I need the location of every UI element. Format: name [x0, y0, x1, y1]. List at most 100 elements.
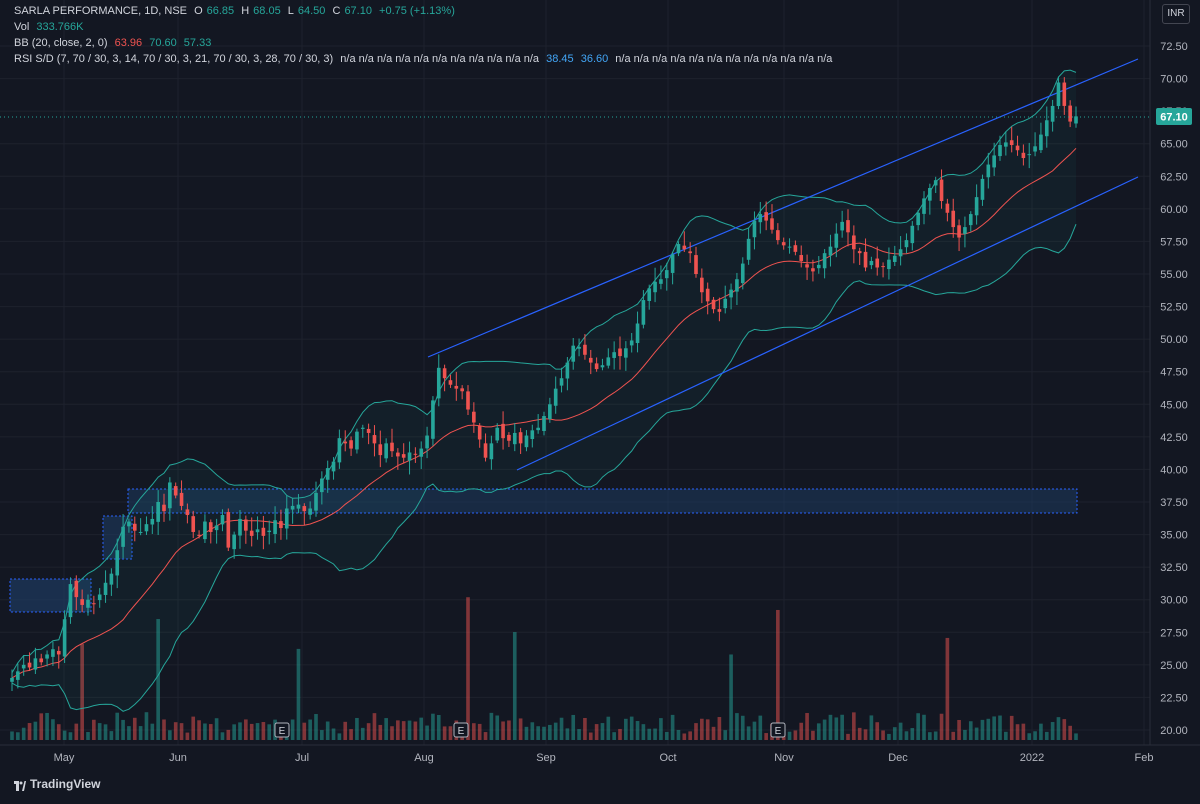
volume-bar [320, 730, 324, 740]
volume-bar [495, 715, 500, 740]
candle-body [968, 214, 973, 226]
y-tick-label: 60.00 [1160, 204, 1188, 216]
volume-bar [846, 733, 850, 740]
volume-bar [372, 713, 377, 740]
x-tick-label: 2022 [1020, 752, 1044, 764]
volume-bar [1050, 722, 1055, 740]
candle-body [1027, 154, 1032, 156]
candle-body [787, 246, 792, 248]
candle-body [150, 518, 155, 525]
candle-body [390, 442, 394, 452]
volume-bar [939, 713, 944, 740]
candle-body [910, 225, 915, 244]
candle-body [156, 502, 160, 522]
change-value: +0.75 (+1.13%) [379, 5, 455, 17]
candle-body [507, 434, 511, 441]
candle-body [144, 524, 149, 532]
volume-bar [752, 721, 757, 740]
volume-bar [723, 730, 728, 740]
volume-bar [466, 597, 470, 740]
candle-body [1062, 82, 1067, 106]
candle-body [16, 671, 20, 680]
candle-body [127, 521, 131, 527]
volume-bar [314, 714, 318, 740]
earnings-marker[interactable] [453, 722, 469, 738]
volume-bar [39, 713, 44, 740]
volume-label[interactable]: Vol [14, 21, 30, 33]
candle-body [1021, 152, 1026, 159]
tradingview-brand[interactable]: TradingView [30, 777, 101, 791]
volume-bar [232, 724, 236, 740]
candle-body [431, 400, 435, 439]
candle-body [226, 512, 231, 548]
rsi-na-before: n/a n/a n/a n/a n/a n/a n/a n/a n/a n/a … [340, 53, 540, 65]
candle-body [857, 251, 862, 254]
x-tick-label: Dec [888, 752, 908, 764]
candle-body [378, 444, 383, 456]
volume-bar [811, 730, 815, 740]
earnings-marker[interactable] [274, 722, 290, 738]
volume-bar [828, 714, 833, 740]
volume-bar [390, 726, 394, 740]
candle-body [512, 432, 517, 445]
candle-body [1050, 105, 1055, 122]
candle-body [583, 344, 587, 355]
bb-label[interactable]: BB (20, close, 2, 0) [14, 37, 108, 49]
volume-bar [1062, 719, 1067, 740]
candle-body [922, 198, 926, 214]
candle-body [51, 649, 55, 657]
candle-body [10, 677, 14, 682]
candle-body [320, 478, 324, 493]
candle-body [846, 220, 850, 233]
channel-upper-line[interactable] [427, 58, 1139, 358]
currency-button[interactable]: INR [1162, 4, 1190, 24]
rsi-label[interactable]: RSI S/D (7, 70 / 30, 3, 14, 70 / 30, 3, … [14, 53, 334, 65]
volume-bar [191, 716, 196, 740]
candle-body [273, 520, 277, 534]
volume-bar [238, 722, 242, 740]
candle-body [705, 288, 710, 302]
volume-bar [694, 723, 698, 740]
volume-bar [530, 722, 535, 740]
time-axis[interactable]: May Jun Jul Aug Sep Oct Nov Dec 2022 Feb [0, 744, 1200, 764]
symbol-name[interactable]: SARLA PERFORMANCE, 1D, NSE [14, 5, 187, 17]
channel-lower-line[interactable] [516, 176, 1139, 471]
candle-body [401, 454, 406, 458]
candle-body [80, 599, 84, 605]
volume-bar [799, 722, 804, 740]
candle-body [460, 388, 464, 392]
candle-body [466, 391, 470, 410]
candle-body [542, 416, 546, 432]
candlesticks [10, 76, 1078, 691]
candle-body [939, 179, 944, 202]
candle-body [454, 385, 459, 389]
earnings-marker[interactable] [770, 722, 786, 738]
candle-body [425, 435, 429, 449]
candle-body [302, 506, 307, 512]
volume-bar [980, 719, 985, 740]
volume-bar [507, 720, 511, 740]
volume-bar [857, 727, 862, 740]
candle-body [875, 258, 880, 268]
candle-body [261, 527, 266, 536]
candle-body [898, 249, 903, 257]
candle-body [74, 580, 79, 598]
candle-body [220, 515, 225, 525]
volume-bar [659, 718, 663, 740]
volume-bar [536, 726, 540, 740]
rsi-na-after: n/a n/a n/a n/a n/a n/a n/a n/a n/a n/a … [615, 53, 833, 65]
candle-body [986, 164, 991, 178]
candle-body [606, 357, 611, 366]
volume-bar [132, 717, 137, 740]
bollinger-bands [11, 69, 1077, 712]
y-tick-label: 72.50 [1160, 41, 1188, 53]
candle-body [781, 242, 786, 246]
volume-bar [705, 719, 710, 740]
candle-body [419, 448, 424, 457]
volume-bar [51, 719, 55, 740]
volume-bar [758, 715, 763, 740]
volume-bar [62, 730, 67, 740]
